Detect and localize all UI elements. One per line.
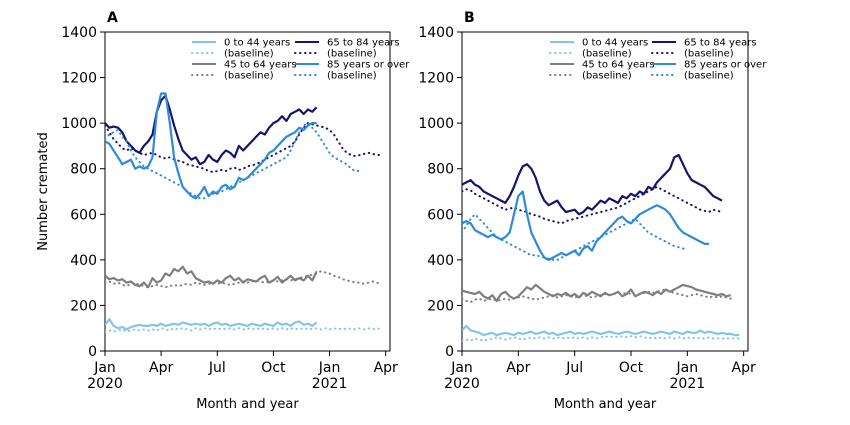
- series-line-0: [105, 318, 318, 331]
- y-tick-label: 800: [70, 162, 97, 178]
- series-line-0: [462, 324, 740, 337]
- legend-label: (baseline): [684, 71, 734, 82]
- x-tick-label: Apr: [149, 360, 173, 376]
- x-tick-label: Oct: [261, 360, 286, 376]
- series-line-2: [105, 265, 318, 289]
- x-tick-label: Apr: [374, 360, 398, 376]
- legend-label: (baseline): [224, 71, 274, 82]
- legend-label: 65 to 84 years: [327, 38, 400, 49]
- legend-label: 65 to 84 years: [684, 38, 757, 49]
- y-tick-label: 400: [70, 253, 97, 269]
- y-tick-label: 0: [445, 344, 454, 360]
- x-tick-year-label: 2020: [444, 376, 480, 392]
- plot-frame: [104, 31, 391, 352]
- y-tick-label: 600: [70, 207, 97, 223]
- series-line-3: [105, 270, 383, 289]
- x-tick-label: Jan: [93, 360, 116, 376]
- legend-label: (baseline): [582, 71, 632, 82]
- y-axis-label: Number cremated: [36, 132, 51, 251]
- x-tick-label: Jul: [208, 360, 226, 376]
- x-tick-label: Jan: [450, 360, 473, 376]
- x-tick-year-label: 2021: [670, 376, 706, 392]
- y-tick-label: 200: [427, 298, 454, 314]
- x-tick-label: Apr: [506, 360, 530, 376]
- y-tick-label: 1200: [418, 71, 454, 87]
- y-tick-label: 800: [427, 162, 454, 178]
- series-line-4: [105, 94, 318, 166]
- legend-label: 0 to 44 years: [582, 38, 648, 49]
- y-tick-label: 1200: [61, 71, 97, 87]
- legend-label: (baseline): [684, 49, 734, 60]
- legend-label: 45 to 64 years: [582, 60, 655, 71]
- legend-label: (baseline): [582, 49, 632, 60]
- legend-label: 0 to 44 years: [224, 38, 290, 49]
- series-group: [462, 153, 741, 342]
- series-line-7: [462, 213, 689, 261]
- legend: 0 to 44 years(baseline)45 to 64 years(ba…: [549, 38, 767, 82]
- x-tick-year-label: 2021: [312, 376, 348, 392]
- panel-label: A: [107, 10, 118, 26]
- series-line-6: [462, 190, 709, 261]
- y-tick-label: 1000: [61, 116, 97, 132]
- series-line-7: [105, 122, 361, 200]
- series-line-5: [105, 122, 383, 174]
- legend-label: (baseline): [327, 49, 377, 60]
- y-tick-label: 1400: [61, 25, 97, 41]
- x-tick-label: Jan: [676, 360, 699, 376]
- series-line-4: [462, 153, 723, 216]
- x-tick-label: Jan: [318, 360, 341, 376]
- series-group: [105, 92, 383, 333]
- y-tick-label: 400: [427, 253, 454, 269]
- legend-label: (baseline): [327, 71, 377, 82]
- series-line-5: [462, 185, 723, 225]
- series-line-1: [462, 335, 741, 342]
- x-tick-label: Jul: [565, 360, 583, 376]
- x-tick-year-label: 2020: [87, 376, 123, 392]
- x-axis-label: Month and year: [196, 397, 299, 412]
- legend-label: 85 years or over: [684, 60, 767, 71]
- x-tick-label: Apr: [732, 360, 756, 376]
- series-line-3: [462, 288, 732, 303]
- y-tick-label: 200: [70, 298, 97, 314]
- y-tick-label: 600: [427, 207, 454, 223]
- y-tick-label: 0: [88, 344, 97, 360]
- x-tick-label: Oct: [619, 360, 644, 376]
- x-axis-label: Month and year: [554, 397, 657, 412]
- series-line-6: [105, 92, 317, 200]
- legend-label: 85 years or over: [327, 60, 410, 71]
- legend-label: 45 to 64 years: [224, 60, 297, 71]
- legend-label: (baseline): [224, 49, 274, 60]
- legend: 0 to 44 years(baseline)45 to 64 years(ba…: [191, 38, 410, 82]
- panel-label: B: [464, 10, 475, 26]
- series-line-2: [462, 283, 731, 302]
- series-line-1: [105, 327, 383, 333]
- y-tick-label: 1000: [418, 116, 454, 132]
- y-tick-label: 1400: [418, 25, 454, 41]
